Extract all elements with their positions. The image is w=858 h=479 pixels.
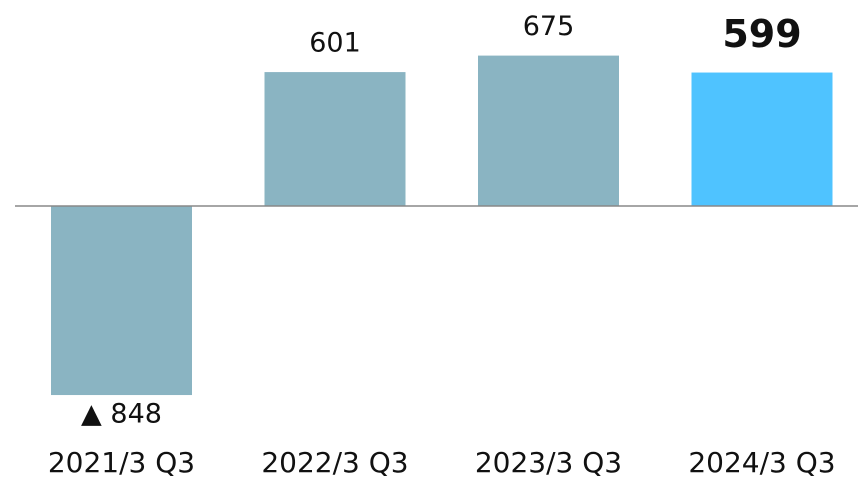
value-label: 675 bbox=[523, 11, 575, 42]
x-tick-label: 2024/3 Q3 bbox=[688, 446, 835, 479]
bar bbox=[478, 55, 619, 207]
x-tick-label: 2022/3 Q3 bbox=[261, 446, 408, 479]
x-tick-label: 2021/3 Q3 bbox=[48, 446, 195, 479]
value-label: 601 bbox=[309, 28, 361, 59]
x-tick-label: 2023/3 Q3 bbox=[475, 446, 622, 479]
bar bbox=[691, 72, 833, 207]
bar bbox=[264, 72, 406, 207]
value-label: 599 bbox=[722, 12, 801, 56]
value-label: ▲ 848 bbox=[81, 399, 162, 430]
bar bbox=[51, 206, 192, 396]
